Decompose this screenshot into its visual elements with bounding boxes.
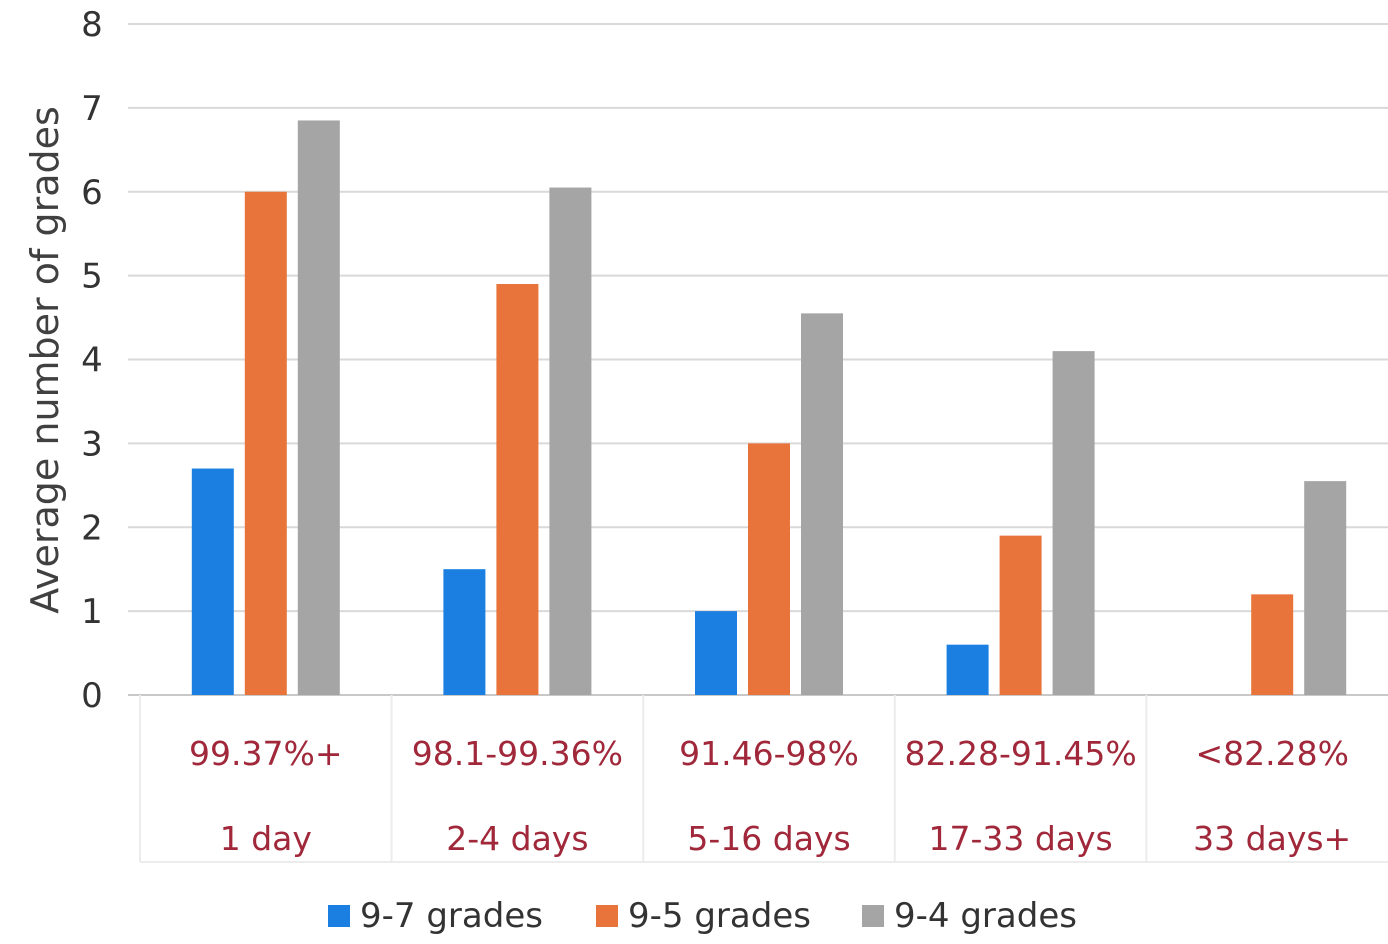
y-tick-label: 0 [81, 676, 103, 716]
y-axis-label: Average number of grades [23, 106, 67, 614]
bar-9-4-grades-3 [1052, 351, 1095, 695]
y-tick-label: 6 [81, 173, 103, 213]
bar-9-4-grades-4 [1304, 481, 1347, 695]
x-category-label-line2: 2-4 days [446, 819, 588, 858]
legend-swatch [596, 905, 618, 927]
y-axis-ticks: 0 1 2 3 4 5 6 7 8 [81, 5, 103, 716]
bar-9-5-grades-3 [999, 535, 1042, 695]
bar-9-7-grades-0 [191, 468, 234, 695]
bar-9-5-grades-2 [748, 443, 790, 695]
x-category-label-line1: 99.37%+ [189, 734, 342, 773]
bar-9-5-grades-1 [496, 284, 539, 695]
bar-9-4-grades-2 [801, 313, 843, 695]
x-category-label-line1: 91.46-98% [679, 734, 859, 773]
bar-9-4-grades-0 [297, 120, 340, 696]
legend-label: 9-4 grades [894, 896, 1077, 936]
bar-9-7-grades-3 [946, 644, 989, 695]
legend-label: 9-5 grades [628, 896, 811, 936]
x-category-label-line2: 5-16 days [687, 819, 850, 858]
legend-swatch [862, 905, 884, 927]
bar-9-5-grades-4 [1251, 594, 1294, 695]
legend: 9-7 grades 9-5 grades 9-4 grades [328, 896, 1077, 936]
bar-9-7-grades-1 [443, 569, 486, 695]
bar-9-5-grades-0 [244, 191, 287, 695]
y-tick-label: 3 [81, 424, 103, 464]
y-tick-label: 8 [81, 5, 103, 45]
x-category-label-line1: 98.1-99.36% [412, 734, 623, 773]
y-tick-label: 4 [81, 341, 103, 381]
category-table-lines [139, 695, 1388, 863]
x-category-label-line2: 33 days+ [1193, 819, 1351, 858]
bar-9-4-grades-1 [549, 187, 592, 695]
bars [191, 120, 1347, 696]
x-axis-categories: 99.37%+ 1 day 98.1-99.36% 2-4 days 91.46-98%… [189, 734, 1351, 858]
y-tick-label: 1 [81, 592, 103, 632]
legend-swatch [328, 905, 350, 927]
x-category-label-line2: 1 day [220, 819, 312, 858]
y-tick-label: 7 [81, 89, 103, 129]
y-tick-label: 2 [81, 508, 103, 548]
x-category-label-line2: 17-33 days [928, 819, 1112, 858]
y-tick-label: 5 [81, 257, 103, 297]
x-category-label-line1: 82.28-91.45% [904, 734, 1136, 773]
legend-label: 9-7 grades [360, 896, 543, 936]
bar-9-7-grades-2 [695, 611, 737, 695]
x-category-label-line1: <82.28% [1195, 734, 1348, 773]
